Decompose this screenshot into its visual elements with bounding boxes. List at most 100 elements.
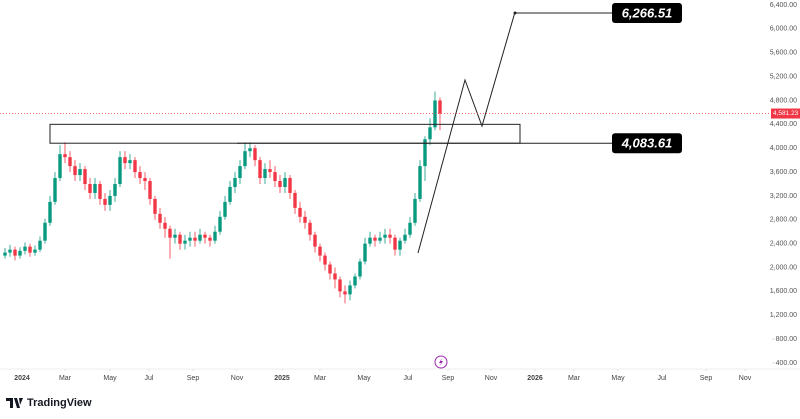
candle-body — [418, 166, 422, 199]
candle-body — [323, 255, 327, 265]
grid — [0, 4, 800, 371]
x-tick-label: Sep — [187, 375, 200, 382]
candle-body — [158, 213, 162, 223]
candle-body — [208, 237, 212, 241]
candle-body — [413, 198, 417, 223]
candle-body — [98, 184, 102, 199]
candle-body — [318, 246, 322, 256]
x-tick-label: 2025 — [274, 375, 290, 382]
candle-body — [278, 181, 282, 187]
annotation-point — [513, 11, 517, 15]
candle-body — [408, 222, 412, 235]
x-tick-label: 2024 — [14, 375, 30, 382]
labels: 400.00 800.00 1,200.00 1,600.00 2,000.00 2,40… — [14, 2, 800, 382]
candle-body — [68, 157, 72, 167]
candle-body — [8, 249, 12, 253]
candle-body — [13, 249, 17, 256]
x-tick-label: Mar — [314, 375, 327, 382]
candle-body — [243, 151, 247, 167]
x-tick-label: Nov — [231, 375, 244, 382]
candle-body — [123, 157, 127, 164]
candle-body — [128, 160, 132, 164]
candle-body — [303, 216, 307, 223]
current-price-label: 4,581.23 — [773, 110, 799, 117]
candle-body — [73, 166, 77, 176]
candle-body — [203, 234, 207, 238]
candle-body — [3, 252, 7, 256]
candle-body — [428, 127, 432, 140]
candle-body — [368, 237, 372, 244]
y-tick-label: 4,400.00 — [770, 121, 797, 128]
drawings — [0, 11, 770, 254]
candle-body — [313, 234, 317, 247]
x-tick-label: 2026 — [527, 375, 543, 382]
logo: TradingView — [6, 397, 92, 409]
x-tick-label: Jul — [404, 375, 413, 382]
y-tick-label: 2,800.00 — [770, 217, 797, 224]
y-tick-label: 4,800.00 — [770, 97, 797, 104]
candle-body — [373, 237, 377, 241]
candle-body — [138, 172, 142, 179]
candle-body — [193, 237, 197, 241]
x-tick-label: May — [357, 375, 371, 382]
candle-body — [108, 195, 112, 205]
candle-body — [343, 291, 347, 295]
y-tick-label: 3,600.00 — [770, 169, 797, 176]
candle-body — [358, 261, 362, 277]
y-tick-label: 3,200.00 — [770, 193, 797, 200]
candle-body — [198, 234, 202, 241]
candle-body — [248, 148, 252, 152]
candle-body — [308, 222, 312, 235]
candle-body — [148, 181, 152, 199]
candle-body — [258, 160, 262, 179]
candle-body — [43, 222, 47, 241]
y-tick-label: 4,000.00 — [770, 145, 797, 152]
brand: TradingView — [27, 397, 92, 409]
y-tick-label: 1,600.00 — [770, 288, 797, 295]
candle-body — [283, 178, 287, 187]
candle-body — [188, 237, 192, 241]
candle-body — [28, 246, 32, 253]
y-tick-label: 6,400.00 — [770, 2, 797, 9]
candle-body — [348, 285, 352, 295]
candle-body — [378, 237, 382, 241]
candle-body — [18, 250, 22, 256]
candle-body — [273, 172, 277, 182]
x-tick-label: Sep — [700, 375, 713, 382]
candle-body — [353, 276, 357, 286]
candle-body — [228, 186, 232, 202]
annotation-box — [612, 133, 682, 154]
x-tick-label: Mar — [59, 375, 72, 382]
candle-body — [58, 154, 62, 179]
candle-body — [163, 222, 167, 229]
candle-body — [398, 240, 402, 250]
candle-body — [298, 207, 302, 217]
y-tick-label: 2,400.00 — [770, 241, 797, 248]
candle-body — [48, 201, 52, 223]
candle-body — [33, 249, 37, 253]
candle-body — [263, 169, 267, 179]
candle-body — [363, 243, 367, 262]
x-tick-label: Nov — [739, 375, 752, 382]
candle-body — [168, 228, 172, 238]
annotation-label: 4,083.61 — [621, 136, 673, 151]
candle-body — [143, 178, 147, 182]
y-tick-label: 5,600.00 — [770, 50, 797, 57]
candle-body — [253, 148, 257, 161]
candle-body — [268, 169, 272, 173]
x-tick-label: Jul — [658, 375, 667, 382]
y-tick-label: 1,200.00 — [770, 312, 797, 319]
candle-body — [78, 169, 82, 176]
candle-body — [63, 154, 67, 158]
candle-body — [178, 234, 182, 244]
annotation-box — [612, 2, 682, 23]
candle-body — [23, 246, 27, 251]
candle-body — [438, 100, 442, 114]
candle-body — [218, 216, 222, 232]
candle-body — [183, 240, 187, 244]
candle-body — [328, 264, 332, 274]
candle-body — [403, 234, 407, 241]
current-price-tag — [771, 108, 800, 119]
